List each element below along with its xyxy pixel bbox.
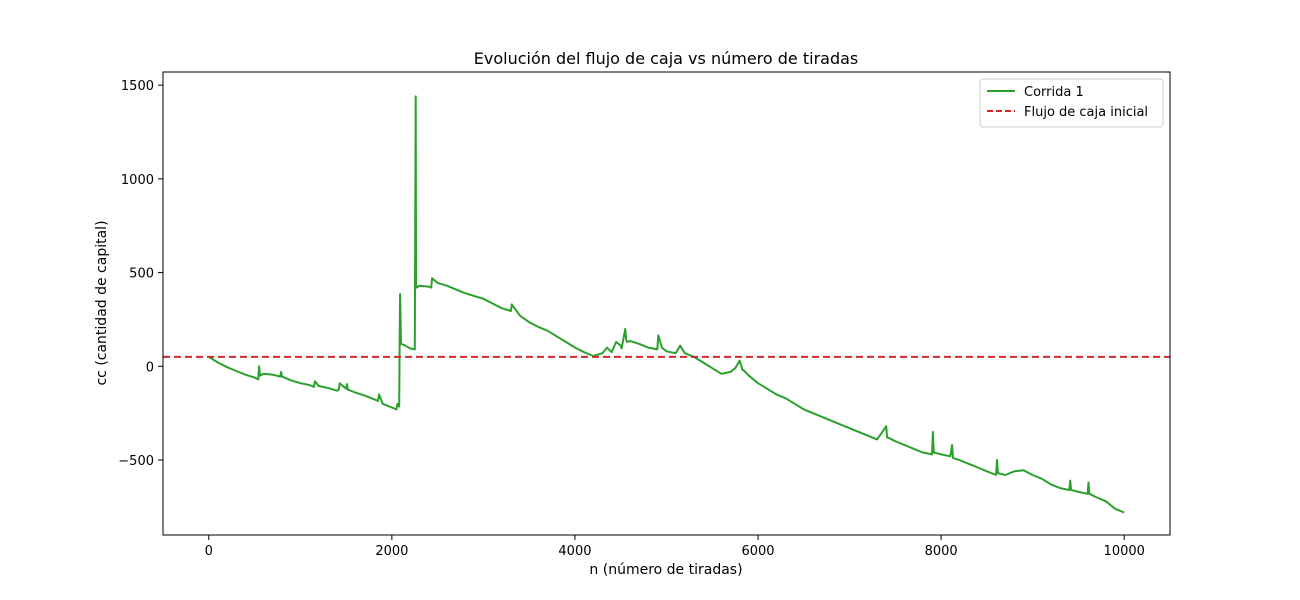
y-axis-label: cc (cantidad de capital) — [94, 220, 110, 385]
legend: Corrida 1 Flujo de caja inicial — [979, 78, 1164, 128]
series-layer — [163, 95, 1170, 514]
y-axis: −500 0 500 1000 1500 — [118, 79, 163, 469]
legend-label-corrida-1: Corrida 1 — [1024, 85, 1084, 100]
series-line-corrida-1 — [208, 95, 1125, 514]
plot-frame — [162, 71, 1171, 536]
x-tick-label: 6000 — [741, 544, 774, 559]
x-tick-label: 4000 — [558, 544, 591, 559]
y-tick-label: 1000 — [121, 173, 154, 188]
legend-label-flujo-inicial: Flujo de caja inicial — [1024, 105, 1148, 120]
y-tick-label: 500 — [129, 267, 154, 282]
y-tick-label: 1500 — [121, 79, 154, 94]
x-tick-label: 8000 — [925, 544, 958, 559]
x-tick-label: 0 — [205, 544, 213, 559]
x-axis: 0 2000 4000 6000 8000 10000 — [205, 535, 1145, 559]
legend-box — [979, 78, 1164, 128]
chart-title: Evolución del flujo de caja vs número de… — [474, 49, 859, 68]
y-tick-label: 0 — [146, 360, 154, 375]
x-tick-label: 2000 — [375, 544, 408, 559]
plot-area — [163, 72, 1170, 535]
x-axis-label: n (número de tiradas) — [589, 562, 742, 578]
x-tick-label: 10000 — [1104, 544, 1145, 559]
y-tick-label: −500 — [118, 454, 154, 469]
